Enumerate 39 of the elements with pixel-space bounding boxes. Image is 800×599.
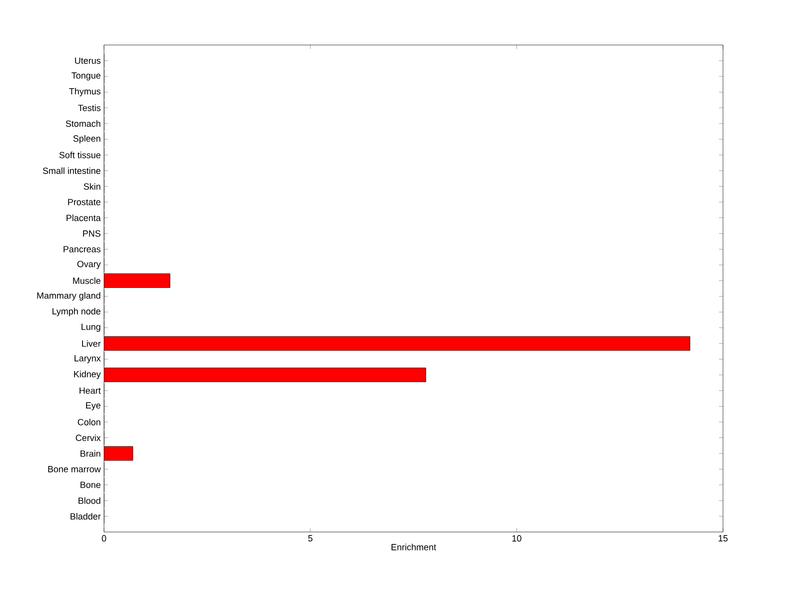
y-tick-label: Heart bbox=[80, 387, 101, 394]
x-tick-label: 0 bbox=[102, 535, 106, 542]
y-tick-label: Soft tissue bbox=[59, 152, 100, 158]
y-tick-label: Spleen bbox=[73, 135, 100, 144]
y-tick-label: Prostate bbox=[68, 198, 100, 206]
y-tick-label: Mammary gland bbox=[37, 292, 100, 301]
y-tick-label: Bone marrow bbox=[48, 466, 101, 472]
y-tick-label: Larynx bbox=[74, 355, 101, 364]
y-tick-label: Placenta bbox=[66, 214, 101, 222]
y-tick-label: Uterus bbox=[75, 58, 100, 64]
y-tick-label: Muscle bbox=[73, 277, 100, 284]
y-tick-label: Thymus bbox=[69, 88, 100, 96]
x-tick-label: 15 bbox=[718, 535, 728, 542]
y-tick-label: Kidney bbox=[74, 370, 101, 380]
y-tick-label: Tongue bbox=[72, 72, 100, 80]
y-tick-label: Lymph node bbox=[52, 308, 100, 316]
y-tick-label: Brain bbox=[80, 450, 100, 457]
y-tick-label: Lung bbox=[82, 324, 100, 332]
y-tick-label: Liver bbox=[82, 340, 101, 347]
x-axis-title: Enrichment bbox=[392, 544, 436, 550]
y-tick-label: Small intestine bbox=[42, 167, 100, 174]
y-tick-label: Blood bbox=[78, 497, 100, 504]
y-tick-label: PNS bbox=[83, 230, 100, 237]
y-tick-label: Pancreas bbox=[64, 246, 100, 252]
y-tick-label: Cervix bbox=[76, 434, 101, 442]
y-tick-label: Bone bbox=[80, 482, 100, 488]
y-tick-label: Skin bbox=[84, 183, 100, 190]
bar bbox=[104, 273, 170, 288]
y-tick-label: Bladder bbox=[70, 512, 101, 520]
y-tick-label: Eye bbox=[86, 402, 100, 410]
y-tick-label: Colon bbox=[78, 418, 100, 426]
x-tick-label: 10 bbox=[512, 535, 522, 542]
bar bbox=[104, 446, 134, 461]
bar bbox=[104, 336, 690, 351]
x-tick-label: 5 bbox=[308, 535, 312, 542]
y-tick-label: Testis bbox=[78, 104, 100, 112]
bar bbox=[104, 368, 426, 382]
y-tick-label: Ovary bbox=[77, 260, 101, 269]
y-tick-label: Stomach bbox=[66, 120, 100, 127]
